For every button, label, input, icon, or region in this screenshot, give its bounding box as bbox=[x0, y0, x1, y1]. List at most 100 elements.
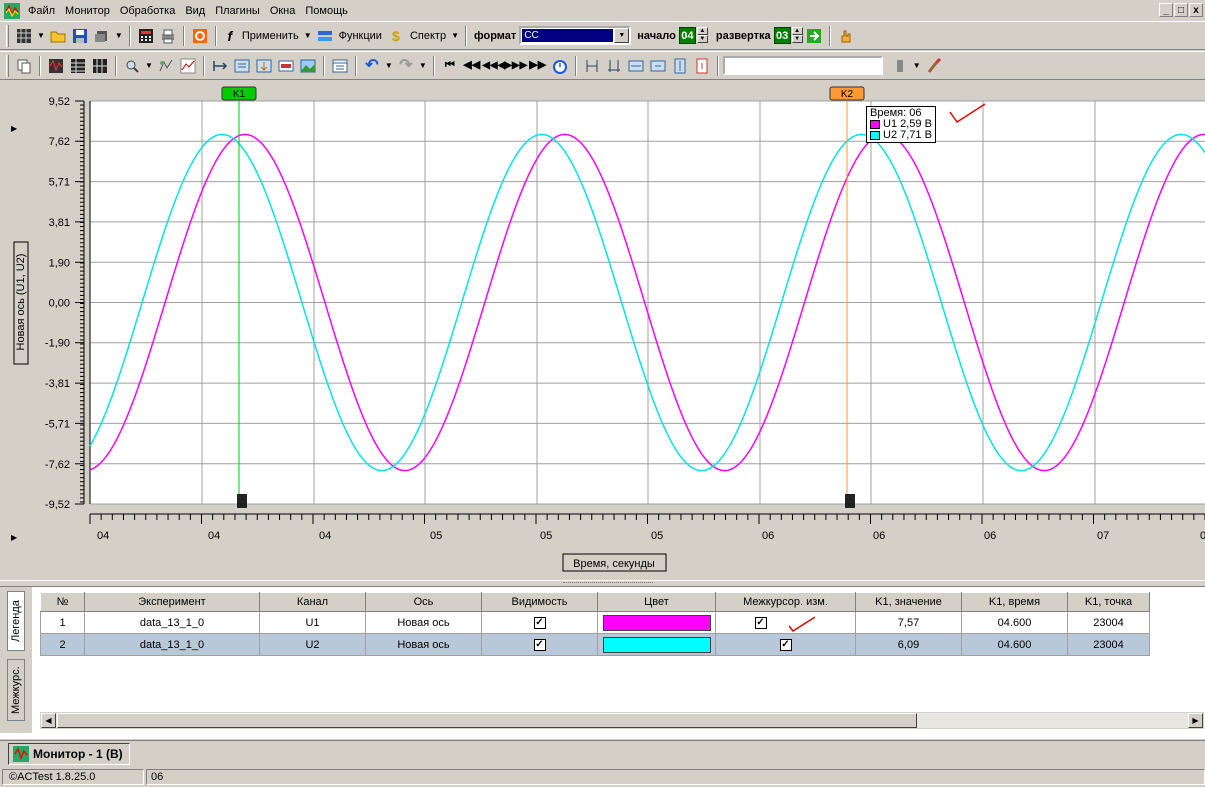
filter-icon[interactable] bbox=[157, 57, 175, 75]
export-icon[interactable] bbox=[233, 57, 251, 75]
expand-left-arrow-icon-bottom[interactable]: ▶ bbox=[11, 533, 18, 542]
header-axis[interactable]: Ось bbox=[365, 592, 482, 612]
sweep-value[interactable]: 03 bbox=[773, 27, 791, 44]
calendar-icon[interactable] bbox=[331, 57, 349, 75]
menu-windows[interactable]: Окна bbox=[269, 4, 296, 17]
header-intercursor[interactable]: Межкурсор. изм. bbox=[715, 592, 856, 612]
menu-processing[interactable]: Обработка bbox=[119, 4, 176, 17]
table-alt-icon[interactable] bbox=[91, 57, 109, 75]
color-swatch[interactable] bbox=[602, 614, 711, 631]
chevron-down-icon[interactable]: ▼ bbox=[418, 61, 427, 70]
chevron-down-icon[interactable]: ▼ bbox=[303, 31, 312, 40]
refresh-icon[interactable] bbox=[191, 27, 209, 45]
print-icon[interactable] bbox=[159, 27, 177, 45]
chevron-down-icon[interactable]: ▼ bbox=[614, 28, 630, 43]
header-experiment[interactable]: Эксперимент bbox=[84, 592, 260, 612]
header-k1-value[interactable]: K1, значение bbox=[855, 592, 962, 612]
visibility-checkbox[interactable]: ✓ bbox=[533, 617, 546, 629]
menu-file[interactable]: Файл bbox=[28, 4, 56, 17]
header-color[interactable]: Цвет bbox=[597, 592, 716, 612]
header-k1-time[interactable]: K1, время bbox=[961, 592, 1068, 612]
hand-icon[interactable] bbox=[837, 27, 855, 45]
menu-help[interactable]: Помощь bbox=[305, 4, 348, 17]
tab-intercursor[interactable]: Межкурс. bbox=[7, 659, 25, 721]
scroll-left-icon[interactable]: ◀ bbox=[41, 713, 56, 728]
header-channel[interactable]: Канал bbox=[259, 592, 366, 612]
spin-down-icon[interactable]: ▼ bbox=[791, 35, 803, 43]
table-row[interactable]: 2 data_13_1_0 U2 Новая ось ✓ ✓ 6,09 04.6… bbox=[40, 633, 1150, 656]
color-swatch[interactable] bbox=[602, 636, 711, 653]
chevron-down-icon[interactable]: ▼ bbox=[912, 61, 921, 70]
format-select[interactable]: CC ▼ bbox=[519, 26, 632, 45]
chevron-down-icon[interactable]: ▼ bbox=[114, 31, 123, 40]
restore-button[interactable]: □ bbox=[1174, 3, 1188, 17]
compress-h-icon[interactable] bbox=[649, 57, 667, 75]
step-forward-icon[interactable]: ▶▶ bbox=[529, 59, 547, 71]
scroll-right-icon[interactable]: ▶ bbox=[1188, 713, 1203, 728]
header-visibility[interactable]: Видимость bbox=[481, 592, 598, 612]
header-num[interactable]: № bbox=[40, 592, 85, 612]
menu-view[interactable]: Вид bbox=[185, 4, 206, 17]
go-arrow-icon[interactable] bbox=[805, 27, 823, 45]
scroll-thumb[interactable] bbox=[57, 713, 917, 728]
monitor-grid-icon[interactable] bbox=[47, 57, 65, 75]
column-icon[interactable] bbox=[891, 57, 909, 75]
cell-axis[interactable]: Новая ось bbox=[365, 611, 482, 634]
apply-button[interactable]: Применить bbox=[241, 29, 299, 42]
fit-width-icon[interactable] bbox=[211, 57, 229, 75]
close-button[interactable]: x bbox=[1189, 3, 1203, 17]
chevron-down-icon[interactable]: ▼ bbox=[37, 31, 45, 40]
xml-icon[interactable] bbox=[277, 57, 295, 75]
monitor-window-tab[interactable]: Монитор - 1 (В) bbox=[8, 743, 130, 765]
expand-h-icon[interactable] bbox=[627, 57, 645, 75]
open-folder-icon[interactable] bbox=[49, 27, 67, 45]
image-icon[interactable] bbox=[299, 57, 317, 75]
minimize-button[interactable]: _ bbox=[1159, 3, 1173, 17]
chevron-down-icon[interactable]: ▼ bbox=[451, 31, 459, 40]
spin-up-icon[interactable]: ▲ bbox=[696, 27, 708, 35]
function-icon[interactable]: f bbox=[227, 27, 233, 44]
menu-monitor[interactable]: Монитор bbox=[65, 4, 110, 17]
step-back-icon[interactable]: ◀◀ bbox=[463, 59, 481, 71]
functions-button[interactable]: Функции bbox=[338, 29, 382, 42]
spectrum-button[interactable]: Спектр bbox=[409, 29, 447, 42]
stack-icon[interactable] bbox=[93, 27, 111, 45]
line-chart[interactable]: 9,52 7,62 5,71 3,81 1,90 0,00 -1,90 -3,81 -5,71 -… bbox=[0, 82, 1205, 580]
chart-icon[interactable] bbox=[179, 57, 197, 75]
spectrum-icon[interactable]: $ bbox=[392, 27, 400, 44]
spin-down-icon[interactable]: ▼ bbox=[696, 35, 708, 43]
go-start-icon[interactable]: ⏮ bbox=[444, 59, 455, 71]
spin-up-icon[interactable]: ▲ bbox=[791, 27, 803, 35]
import-icon[interactable] bbox=[255, 57, 273, 75]
expand-left-arrow-icon[interactable]: ▶ bbox=[11, 124, 18, 133]
start-value[interactable]: 04 bbox=[678, 27, 696, 44]
chart-area[interactable]: ▶ ▶ 9,52 7,62 5,71 3,81 1,90 0,00 -1,90 -3,81 -5… bbox=[0, 82, 1205, 580]
functions-icon[interactable] bbox=[316, 27, 334, 45]
visibility-checkbox[interactable]: ✓ bbox=[533, 639, 546, 651]
toolbar-grip[interactable] bbox=[6, 24, 9, 47]
chevron-down-icon[interactable]: ▼ bbox=[145, 61, 153, 70]
menu-plugins[interactable]: Плагины bbox=[215, 4, 260, 17]
cell-axis[interactable]: Новая ось bbox=[365, 633, 482, 656]
start-spinner[interactable]: ▲ ▼ bbox=[696, 27, 708, 44]
stopwatch-icon[interactable] bbox=[551, 57, 569, 75]
toolbar-grip[interactable] bbox=[6, 54, 9, 77]
align-cursors-icon[interactable] bbox=[583, 57, 601, 75]
grid-icon[interactable] bbox=[15, 27, 33, 45]
brush-icon[interactable] bbox=[925, 57, 943, 75]
save-icon[interactable] bbox=[71, 27, 89, 45]
fast-back-icon[interactable]: ◀◀◀ bbox=[482, 59, 506, 71]
table-row[interactable]: 1 data_13_1_0 U1 Новая ось ✓ ✓ 7,57 04.6… bbox=[40, 611, 1150, 634]
copy-icon[interactable] bbox=[15, 57, 33, 75]
fast-forward-icon[interactable]: ▶▶▶ bbox=[504, 59, 528, 71]
table-icon[interactable] bbox=[69, 57, 87, 75]
splitter-grip[interactable] bbox=[563, 582, 653, 583]
compress-v-icon[interactable] bbox=[693, 57, 711, 75]
zoom-icon[interactable] bbox=[123, 57, 141, 75]
calculator-icon[interactable] bbox=[137, 27, 155, 45]
cursor-measure-icon[interactable] bbox=[605, 57, 623, 75]
header-k1-point[interactable]: K1, точка bbox=[1067, 592, 1150, 612]
redo-icon[interactable]: ↷ bbox=[399, 56, 413, 74]
expand-v-icon[interactable] bbox=[671, 57, 689, 75]
sweep-spinner[interactable]: ▲ ▼ bbox=[791, 27, 803, 44]
